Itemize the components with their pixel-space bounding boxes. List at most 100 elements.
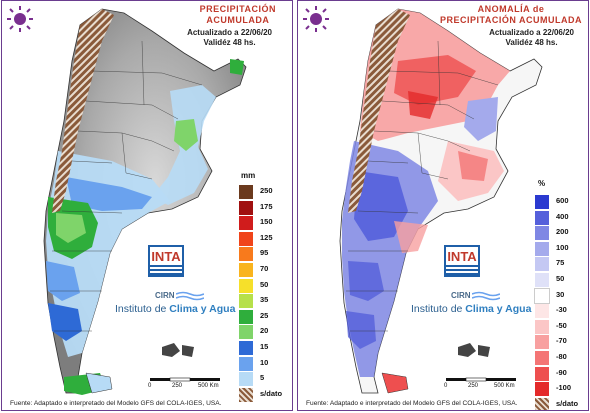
legend-swatch <box>239 216 253 231</box>
inta-logo: INTA <box>444 245 480 277</box>
sun-cloud-icon <box>303 6 329 32</box>
legend-swatch <box>239 387 253 402</box>
legend-label: 25 <box>260 310 269 320</box>
institute-prefix: Instituto de <box>411 303 466 315</box>
legend-swatch <box>535 241 549 256</box>
malvinas-islands <box>458 343 490 357</box>
legend-label: s/dato <box>260 388 283 398</box>
legend-label: 50 <box>260 279 269 289</box>
legend-swatch <box>239 262 253 277</box>
legend-label: 20 <box>260 326 269 336</box>
legend-swatch <box>535 210 549 225</box>
updated-date: Actualizado a 22/06/20 <box>187 28 272 37</box>
legend-label: 30 <box>556 289 565 299</box>
legend-unit: % <box>538 179 546 188</box>
title-line-2: PRECIPITACIÓN ACUMULADA <box>440 15 582 25</box>
scale-label-max: 500 Km <box>198 383 219 389</box>
legend-swatch <box>535 304 549 319</box>
wave-icon <box>176 291 204 301</box>
legend-label: -30 <box>556 305 567 315</box>
precipitation-map <box>43 8 247 395</box>
legend-swatch <box>535 319 549 334</box>
cirn-label: CIRN <box>155 291 175 300</box>
updated-date: Actualizado a 22/06/20 <box>489 28 574 37</box>
legend-swatch <box>535 382 549 397</box>
title-line-1: PRECIPITACIÓN <box>199 4 276 14</box>
andes-no-data-band <box>52 9 114 213</box>
legend-label: -90 <box>556 367 567 377</box>
legend-label: 75 <box>556 258 565 268</box>
legend-swatch <box>535 257 549 272</box>
institute-emphasis: Clima y Agua <box>169 303 236 315</box>
title-line-2: ACUMULADA <box>206 15 270 25</box>
map-title: PRECIPITACIÓN ACUMULADA <box>200 4 276 26</box>
legend-label: -100 <box>556 383 572 393</box>
title-line-1: ANOMALÍA de <box>477 4 545 14</box>
legend-label: 125 <box>260 232 273 242</box>
scale-bar <box>150 377 220 382</box>
update-info: Actualizado a 22/06/20 Validéz 48 hs. <box>187 28 272 48</box>
scale-label-mid: 250 <box>172 383 183 389</box>
scale-label-zero: 0 <box>148 383 152 389</box>
anomaly-map <box>339 8 543 394</box>
legend-label: 50 <box>556 273 565 283</box>
institute-emphasis: Clima y Agua <box>465 303 532 315</box>
institute-prefix: Instituto de <box>115 303 170 315</box>
institute-name: Instituto de Clima y Agua <box>411 303 531 315</box>
legend-label: 10 <box>260 357 269 367</box>
legend-label: 35 <box>260 295 269 305</box>
legend-label: -50 <box>556 320 567 330</box>
wave-icon <box>472 291 500 301</box>
legend-swatch <box>239 325 253 340</box>
legend-swatch <box>239 340 253 355</box>
legend-swatch <box>535 350 549 365</box>
inta-logo: INTA <box>148 245 184 277</box>
source-note: Fuente: Adaptado e interpretado del Mode… <box>10 400 222 407</box>
update-info: Actualizado a 22/06/20 Validéz 48 hs. <box>489 28 574 48</box>
legend-swatch <box>534 287 550 304</box>
legend-swatch <box>535 195 549 209</box>
legend-label: 400 <box>556 211 569 221</box>
legend-swatch <box>535 366 549 381</box>
legend-swatch <box>535 226 549 241</box>
source-note: Fuente: Adaptado e interpretado del Mode… <box>306 400 518 407</box>
legend-swatch <box>535 335 549 350</box>
legend-swatch <box>535 397 549 410</box>
validity-text: Validéz 48 hs. <box>505 38 558 47</box>
legend-label: 70 <box>260 263 269 273</box>
inta-logo-text: INTA <box>447 249 477 264</box>
legend-label: 15 <box>260 341 269 351</box>
cirn-label: CIRN <box>451 291 471 300</box>
inta-logo-text: INTA <box>151 249 181 264</box>
legend-label: s/dato <box>556 398 579 408</box>
legend-label: 200 <box>556 227 569 237</box>
malvinas-islands <box>162 343 194 357</box>
legend-swatch <box>239 185 253 199</box>
legend-label: 5 <box>260 373 265 383</box>
legend-swatch <box>239 356 253 371</box>
legend-label: 250 <box>260 186 273 195</box>
andes-no-data-band <box>348 9 410 213</box>
legend-swatch <box>239 231 253 246</box>
legend-label: -80 <box>556 351 567 361</box>
precipitation-map-panel: PRECIPITACIÓN ACUMULADA Actualizado a 22… <box>1 0 293 411</box>
scale-label-max: 500 Km <box>494 383 515 389</box>
legend-label: 175 <box>260 201 273 211</box>
legend-label: 150 <box>260 217 273 227</box>
validity-text: Validéz 48 hs. <box>203 38 256 47</box>
legend-swatch <box>535 272 549 287</box>
legend-label: 95 <box>260 248 269 258</box>
scale-label-zero: 0 <box>444 383 448 389</box>
legend-swatch <box>239 372 253 387</box>
legend-label: -70 <box>556 336 567 346</box>
legend-swatch <box>239 278 253 293</box>
legend-unit: mm <box>241 171 256 180</box>
sun-cloud-icon <box>7 6 33 32</box>
map-title: ANOMALÍA de PRECIPITACIÓN ACUMULADA <box>440 4 582 26</box>
legend-swatch <box>239 309 253 324</box>
institute-name: Instituto de Clima y Agua <box>115 303 235 315</box>
legend-swatch <box>239 294 253 309</box>
legend-label: 600 <box>556 196 569 205</box>
legend-swatch <box>239 247 253 262</box>
legend-swatch <box>239 200 253 215</box>
